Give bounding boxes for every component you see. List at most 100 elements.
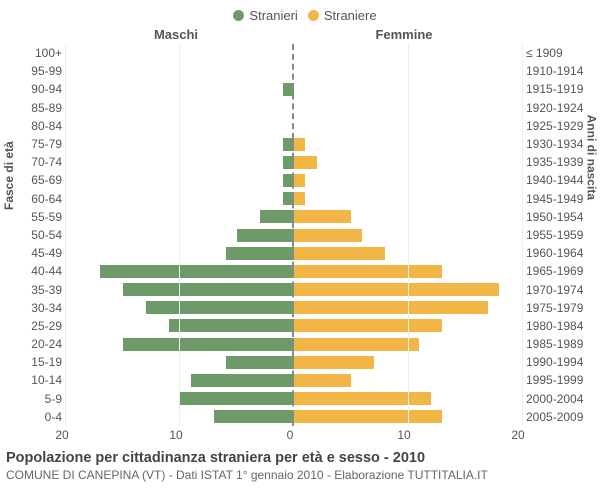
birth-label: 1925-1929 (526, 117, 583, 135)
grid-line (522, 44, 523, 426)
bar-female (294, 301, 488, 314)
birth-label: 1960-1964 (526, 244, 583, 262)
bar-female (294, 410, 442, 423)
legend-swatch (308, 10, 319, 21)
age-label: 100+ (35, 44, 62, 62)
age-label: 35-39 (31, 281, 62, 299)
row-male (66, 62, 294, 80)
birth-label: 2005-2009 (526, 408, 583, 426)
legend-label: Straniere (324, 8, 377, 23)
bar-female (294, 210, 351, 223)
birth-label: 1980-1984 (526, 317, 583, 335)
birth-label: 1915-1919 (526, 80, 583, 98)
bar-male (180, 392, 294, 405)
birth-label: 1920-1924 (526, 99, 583, 117)
bar-male (237, 229, 294, 242)
bar-female (294, 138, 305, 151)
bar-male (146, 301, 294, 314)
x-tick: 20 (511, 428, 524, 442)
bar-female (294, 338, 419, 351)
bars-male (66, 44, 294, 426)
bar-female (294, 392, 431, 405)
birth-label: 1940-1944 (526, 171, 583, 189)
age-label: 75-79 (31, 135, 62, 153)
x-axis: 20100 10 20 (6, 428, 594, 444)
age-label: 90-94 (31, 80, 62, 98)
row-male (66, 244, 294, 262)
row-male (66, 262, 294, 280)
bar-male (169, 319, 294, 332)
row-male (66, 353, 294, 371)
birth-axis: ≤ 19091910-19141915-19191920-19241925-19… (522, 44, 594, 426)
row-male (66, 226, 294, 244)
row-male (66, 153, 294, 171)
bar-male (123, 338, 294, 351)
legend-swatch (233, 10, 244, 21)
age-label: 25-29 (31, 317, 62, 335)
bar-female (294, 283, 499, 296)
bar-male (226, 356, 294, 369)
age-label: 70-74 (31, 153, 62, 171)
bar-female (294, 229, 362, 242)
birth-label: 1945-1949 (526, 190, 583, 208)
bar-male (100, 265, 294, 278)
birth-label: 1935-1939 (526, 153, 583, 171)
plot-area: 100+95-9990-9485-8980-8475-7970-7465-696… (6, 44, 594, 426)
x-tick: 10 (397, 428, 410, 442)
birth-label: 1970-1974 (526, 281, 583, 299)
birth-label: 1995-1999 (526, 371, 583, 389)
age-label: 65-69 (31, 171, 62, 189)
bar-male (226, 247, 294, 260)
age-label: 5-9 (45, 390, 62, 408)
age-label: 40-44 (31, 262, 62, 280)
age-label: 50-54 (31, 226, 62, 244)
age-label: 10-14 (31, 371, 62, 389)
bar-female (294, 319, 442, 332)
side-headers: Maschi Femmine (6, 27, 594, 42)
bars-female (294, 44, 522, 426)
birth-label: 1955-1959 (526, 226, 583, 244)
birth-label: 1975-1979 (526, 299, 583, 317)
birth-label: 1930-1934 (526, 135, 583, 153)
header-female: Femmine (290, 27, 518, 42)
grid-line (65, 44, 66, 426)
bar-female (294, 192, 305, 205)
age-label: 80-84 (31, 117, 62, 135)
bar-male (260, 210, 294, 223)
age-label: 95-99 (31, 62, 62, 80)
bar-female (294, 156, 317, 169)
bar-male (123, 283, 294, 296)
row-male (66, 317, 294, 335)
chart-title: Popolazione per cittadinanza straniera p… (6, 450, 594, 466)
age-label: 60-64 (31, 190, 62, 208)
x-ticks-left: 20100 (62, 428, 290, 444)
grid-line (408, 44, 409, 426)
x-tick: 20 (55, 428, 68, 442)
row-male (66, 135, 294, 153)
age-label: 30-34 (31, 299, 62, 317)
birth-label: ≤ 1909 (526, 44, 563, 62)
bar-female (294, 174, 305, 187)
legend: StranieriStraniere (6, 8, 594, 23)
grid-line (179, 44, 180, 426)
birth-label: 1950-1954 (526, 208, 583, 226)
age-axis: 100+95-9990-9485-8980-8475-7970-7465-696… (14, 44, 66, 426)
birth-label: 1965-1969 (526, 262, 583, 280)
chart-subtitle: COMUNE DI CANEPINA (VT) - Dati ISTAT 1° … (6, 468, 594, 482)
birth-label: 2000-2004 (526, 390, 583, 408)
row-male (66, 80, 294, 98)
population-pyramid-chart: Fasce di età Anni di nascita StranieriSt… (0, 0, 600, 500)
age-label: 45-49 (31, 244, 62, 262)
y-axis-right-label: Anni di nascita (584, 115, 598, 200)
row-male (66, 99, 294, 117)
birth-label: 1910-1914 (526, 62, 583, 80)
bar-male (191, 374, 294, 387)
birth-label: 1985-1989 (526, 335, 583, 353)
bar-female (294, 356, 374, 369)
bar-female (294, 247, 385, 260)
birth-label: 1990-1994 (526, 353, 583, 371)
age-label: 15-19 (31, 353, 62, 371)
row-male (66, 190, 294, 208)
y-axis-left-label: Fasce di età (2, 141, 16, 210)
row-male (66, 371, 294, 389)
